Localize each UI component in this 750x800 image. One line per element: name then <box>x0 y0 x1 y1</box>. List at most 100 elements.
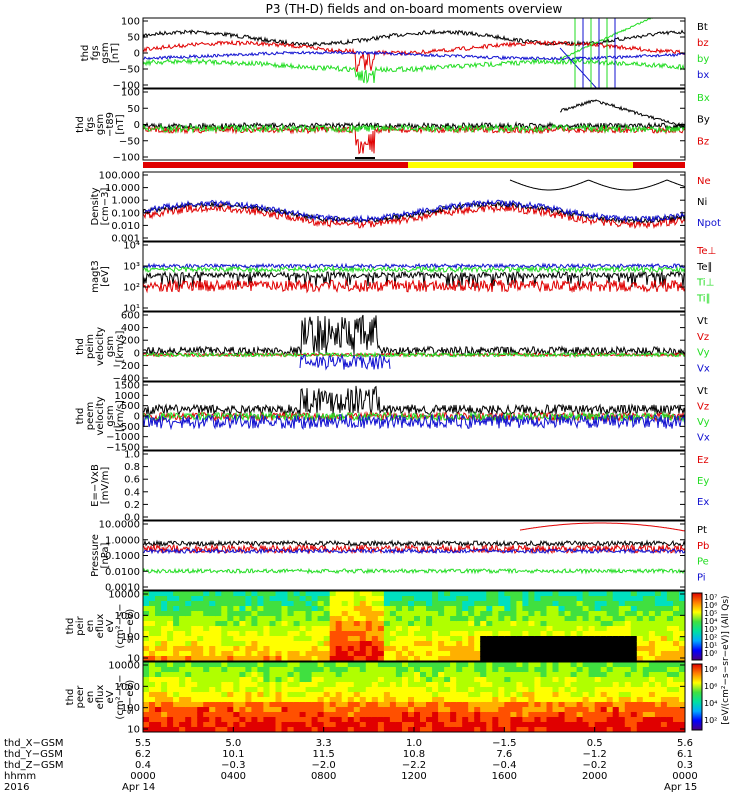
spectrogram-cell <box>269 682 277 688</box>
spectrogram-cell <box>438 611 445 617</box>
spectrogram-cell <box>185 616 192 622</box>
spectrogram-cell <box>679 677 685 683</box>
spectrogram-cell <box>383 682 391 688</box>
spectrogram-cell <box>486 667 493 673</box>
spectrogram-cell <box>155 601 162 607</box>
ylabel-line: magt3 <box>90 260 101 293</box>
spectrogram-cell <box>149 697 156 703</box>
spectrogram-cell <box>311 672 319 678</box>
spectrogram-cell <box>624 621 632 627</box>
spectrogram-cell <box>233 646 240 652</box>
spectrogram-cell <box>612 651 620 657</box>
spectrogram-cell <box>323 667 331 673</box>
spectrogram-cell <box>402 641 409 647</box>
spectrogram-cell <box>161 717 168 723</box>
spectrogram-cell <box>149 727 156 732</box>
ylabel-line: en <box>85 691 96 704</box>
xaxis-value: −2.2 <box>402 760 426 771</box>
spectrogram-cell <box>534 591 541 597</box>
spectrogram-cell <box>654 646 662 652</box>
spectrogram-cell <box>570 631 578 637</box>
spectrogram-cell <box>420 636 427 642</box>
spectrogram-cell <box>432 626 439 632</box>
spectrogram-cell <box>365 697 373 703</box>
spectrogram-cell <box>420 697 427 703</box>
spectrogram-cell <box>347 727 355 732</box>
spectrogram-cell <box>173 682 180 688</box>
spectrogram-cell <box>612 677 620 683</box>
spectrogram-cell <box>335 727 343 732</box>
spectrogram-cell <box>155 641 162 647</box>
spectrogram-cell <box>462 682 469 688</box>
spectrogram-cell <box>341 662 349 668</box>
spectrogram-cell <box>408 596 415 602</box>
spectrogram-cell <box>161 626 168 632</box>
spectrogram-cell <box>498 616 505 622</box>
spectrogram-cell <box>173 606 180 612</box>
spectrogram-cell <box>679 646 685 652</box>
spectrogram-cell <box>540 606 548 612</box>
spectrogram-cell <box>588 651 596 657</box>
spectrogram-cell <box>576 646 584 652</box>
spectrogram-cell <box>287 722 295 728</box>
spectrogram-cell <box>329 697 337 703</box>
spectrogram-cell <box>389 656 397 661</box>
spectrogram-cell <box>480 596 487 602</box>
spectrogram-cell <box>377 631 385 637</box>
spectrogram-cell <box>654 591 662 597</box>
spectrogram-cell <box>257 717 264 723</box>
spectrogram-cell <box>420 707 427 713</box>
spectrogram-cell <box>155 687 162 693</box>
spectrogram-cell <box>185 601 192 607</box>
spectrogram-cell <box>329 727 337 732</box>
spectrogram-cell <box>287 672 295 678</box>
spectrogram-cell <box>209 697 216 703</box>
spectrogram-cell <box>444 702 451 708</box>
ytick-label: 0.0010 <box>105 583 140 594</box>
spectrogram-cell <box>474 727 481 732</box>
spectrogram-cell <box>263 601 270 607</box>
spectrogram-cell <box>426 601 433 607</box>
spectrogram-cell <box>227 646 234 652</box>
ylabel-line: (cm²−s− <box>115 603 126 648</box>
spectrogram-cell <box>173 692 180 698</box>
spectrogram-cell <box>450 631 457 637</box>
spectrogram-cell <box>305 631 313 637</box>
spectrogram-cell <box>293 606 301 612</box>
spectrogram-cell <box>679 626 685 632</box>
xaxis-value: 7.6 <box>496 749 512 760</box>
spectrogram-cell <box>540 636 548 642</box>
spectrogram-cell <box>299 606 307 612</box>
te-par-line <box>143 270 685 290</box>
spectrogram-cell <box>233 687 240 693</box>
spectrogram-cell <box>528 712 535 718</box>
spectrogram-cell <box>311 591 319 597</box>
spectrogram-cell <box>414 591 421 597</box>
xaxis-value: 2000 <box>582 771 607 782</box>
spectrogram-cell <box>389 611 397 617</box>
spectrogram-cell <box>660 631 668 637</box>
spectrogram-cell <box>492 631 499 637</box>
spectrogram-cell <box>293 677 301 683</box>
spectrogram-cell <box>317 616 325 622</box>
spectrogram-cell <box>341 702 349 708</box>
spectrogram-cell <box>389 672 397 678</box>
spectrogram-cell <box>456 631 463 637</box>
spectrogram-cell <box>558 672 566 678</box>
spectrogram-cell <box>143 606 150 612</box>
spectrogram-cell <box>474 621 481 627</box>
spectrogram-cell <box>552 687 560 693</box>
spectrogram-cell <box>323 677 331 683</box>
spectrogram-cell <box>558 702 566 708</box>
spectrogram-cell <box>558 697 566 703</box>
spectrogram-cell <box>504 631 511 637</box>
spectrogram-cell <box>564 687 572 693</box>
spectrogram-cell <box>275 677 283 683</box>
spectrogram-cell <box>167 636 174 642</box>
spectrogram-cell <box>673 606 680 612</box>
spectrogram-cell <box>167 596 174 602</box>
spectrogram-cell <box>492 707 499 713</box>
spectrogram-cell <box>305 677 313 683</box>
spectrogram-cell <box>480 712 487 718</box>
spectrogram-cell <box>383 662 391 668</box>
